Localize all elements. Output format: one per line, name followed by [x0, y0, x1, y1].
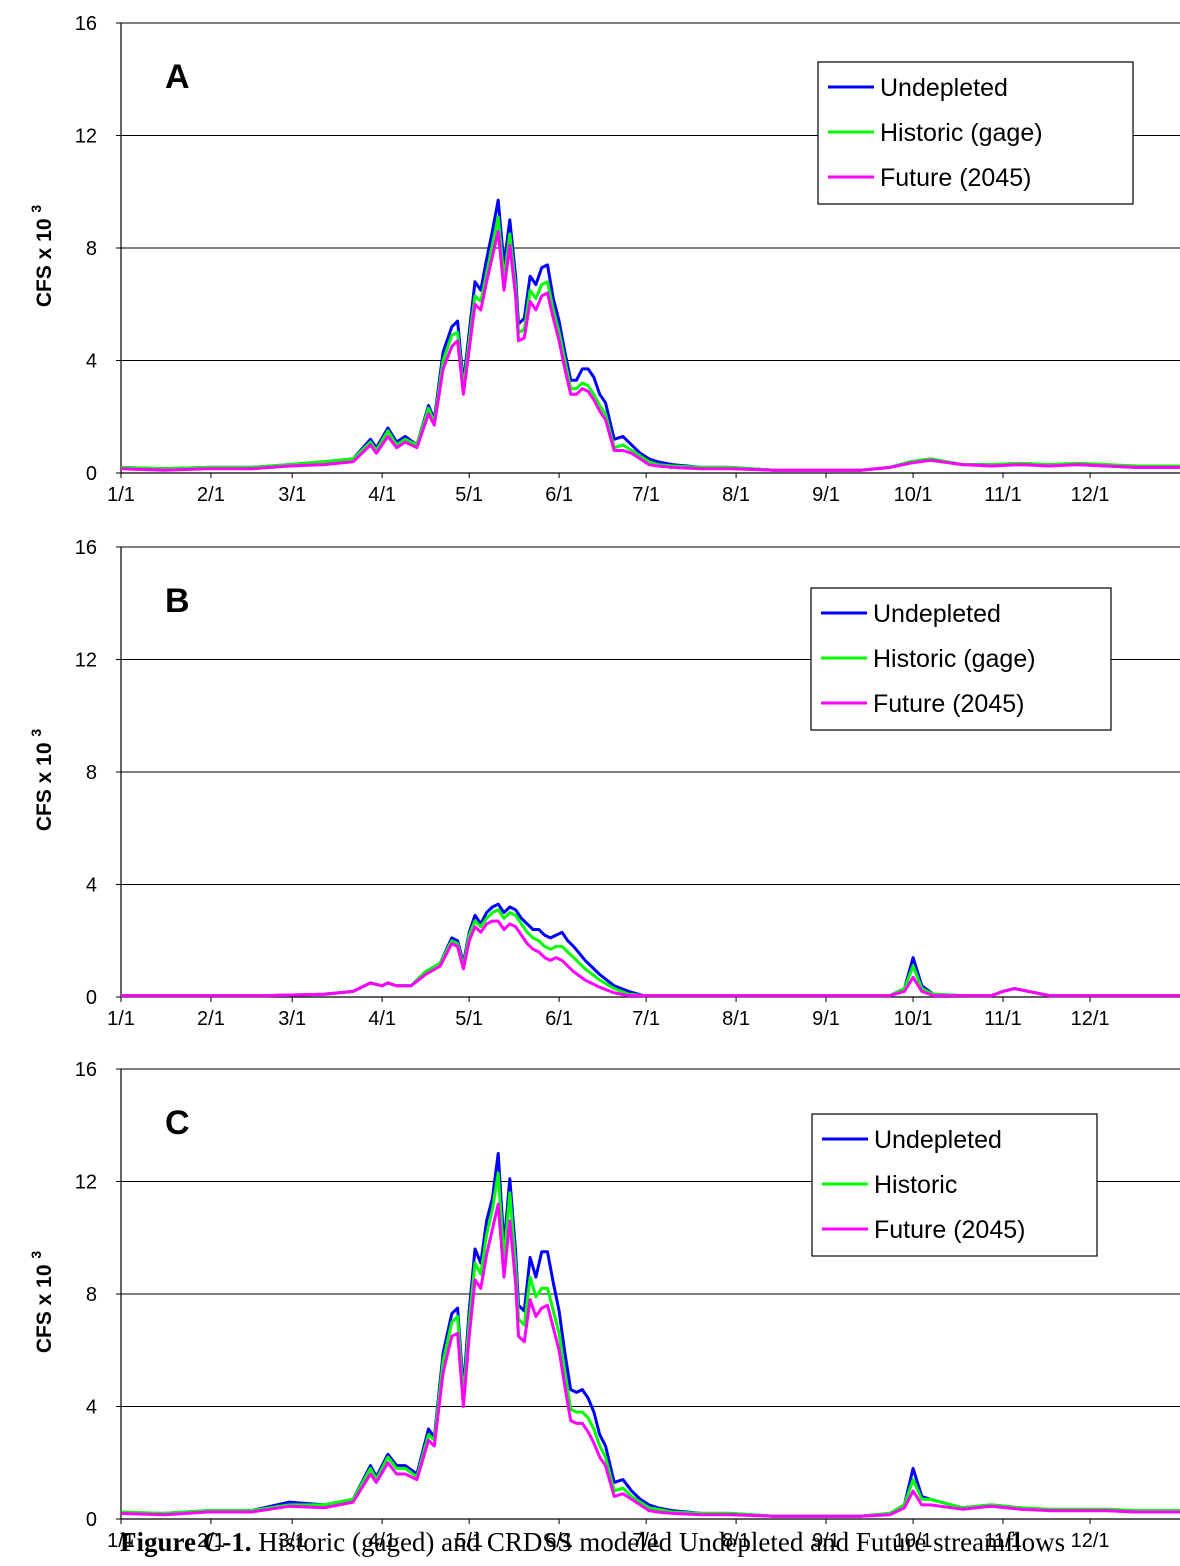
legend-label: Future (2045) [880, 164, 1031, 192]
chart-panel-b: 0 4 8 12 16 1/1 2/1 3/1 4/1 5/1 6/1 7/1 8/1 9/1 10/1 11… [28, 537, 1180, 1030]
x-tick-label: 3/1 [278, 1008, 306, 1030]
x-tick-label: 2/1 [197, 1008, 225, 1030]
legend-label: Undepleted [873, 600, 1001, 628]
y-tick-label: 0 [86, 987, 97, 1009]
x-tick-label: 1/1 [107, 1530, 135, 1552]
y-tick-label: 16 [75, 1059, 97, 1081]
panel-label: B [165, 582, 190, 620]
x-tick-label: 1/1 [107, 484, 135, 506]
legend-label: Historic (gage) [873, 645, 1036, 673]
y-tick-label: 16 [75, 13, 97, 35]
x-tick-label: 9/1 [812, 484, 840, 506]
y-tick-label: 8 [86, 762, 97, 784]
x-tick-label: 10/1 [894, 1530, 933, 1552]
legend-label: Future (2045) [873, 690, 1024, 718]
x-tick-label: 4/1 [368, 484, 396, 506]
x-tick-label: 8/1 [722, 1008, 750, 1030]
y-tick-label: 12 [75, 650, 97, 672]
legend: Undepleted Historic Future (2045) [811, 1113, 1098, 1257]
panel-label: C [165, 1104, 190, 1142]
x-tick-label: 10/1 [894, 1008, 933, 1030]
x-tick-label: 11/1 [984, 484, 1021, 506]
series-line [120, 1171, 1180, 1518]
y-tick-label: 4 [86, 875, 97, 897]
x-tick-label: 11/1 [984, 1530, 1021, 1552]
y-tick-label: 0 [86, 463, 97, 485]
x-tick-label: 2/1 [197, 1530, 225, 1552]
x-tick-label: 7/1 [632, 1530, 660, 1552]
x-tick-label: 6/1 [545, 1530, 573, 1552]
series-line [120, 215, 1180, 472]
legend-label: Future (2045) [874, 1216, 1025, 1244]
series-line [121, 919, 1180, 998]
legend-label: Undepleted [874, 1126, 1002, 1154]
caption-text: Historic (gaged) and CRDSS modeled Undep… [258, 1527, 1066, 1557]
series-line [121, 902, 1180, 998]
x-tick-label: 9/1 [812, 1008, 840, 1030]
legend-label: Undepleted [880, 74, 1008, 102]
y-axis-label: CFS x 10 3 [28, 729, 56, 832]
x-tick-label: 3/1 [278, 484, 306, 506]
x-tick-label: 5/1 [455, 1530, 483, 1552]
x-tick-label: 3/1 [278, 1530, 306, 1552]
panel-label: A [165, 58, 190, 96]
x-tick-label: 2/1 [197, 484, 225, 506]
x-tick-label: 11/1 [984, 1008, 1021, 1030]
caption-label: Figure C-1. [120, 1527, 252, 1557]
legend: Undepleted Historic (gage) Future (2045) [817, 61, 1134, 205]
series-line [120, 1202, 1180, 1518]
legend: Undepleted Historic (gage) Future (2045) [810, 587, 1112, 731]
legend-label: Historic [874, 1171, 957, 1199]
x-tick-label: 1/1 [107, 1008, 135, 1030]
series-line [121, 908, 1180, 998]
y-tick-label: 12 [75, 1172, 97, 1194]
legend-label: Historic (gage) [880, 119, 1043, 147]
y-tick-label: 8 [86, 238, 97, 260]
x-tick-label: 8/1 [722, 1530, 750, 1552]
series-line [120, 198, 1180, 472]
x-tick-label: 12/1 [1071, 1530, 1110, 1552]
x-tick-label: 12/1 [1071, 484, 1110, 506]
y-tick-label: 16 [75, 537, 97, 559]
x-tick-label: 7/1 [632, 1008, 660, 1030]
chart-panel-c: 0 4 8 12 16 1/1 2/1 3/1 4/1 5/1 6/1 7/1 8/1 9/1 10/1 11… [28, 1059, 1180, 1552]
y-axis-label: CFS x 10 3 [28, 1251, 56, 1354]
x-tick-label: 4/1 [368, 1008, 396, 1030]
y-axis-label: CFS x 10 3 [28, 205, 56, 308]
x-tick-label: 5/1 [455, 484, 483, 506]
x-tick-label: 6/1 [545, 484, 573, 506]
x-tick-label: 10/1 [894, 484, 933, 506]
x-tick-label: 8/1 [722, 484, 750, 506]
x-tick-label: 12/1 [1071, 1008, 1110, 1030]
figure-caption: Figure C-1. Historic (gaged) and CRDSS m… [120, 1527, 1180, 1562]
y-tick-label: 12 [75, 126, 97, 148]
y-tick-label: 8 [86, 1284, 97, 1306]
x-tick-label: 4/1 [368, 1530, 396, 1552]
chart-panel-a: 0 4 8 12 16 1/1 2/1 3/1 4/1 5/1 6/1 7/1 8/1 9/1 10/1 11… [28, 13, 1180, 506]
y-tick-label: 0 [86, 1509, 97, 1531]
y-tick-label: 4 [86, 351, 97, 373]
x-tick-label: 5/1 [455, 1008, 483, 1030]
x-tick-label: 9/1 [812, 1530, 840, 1552]
series-line [120, 229, 1180, 472]
x-tick-label: 7/1 [632, 484, 660, 506]
y-tick-label: 4 [86, 1397, 97, 1419]
x-tick-label: 6/1 [545, 1008, 573, 1030]
